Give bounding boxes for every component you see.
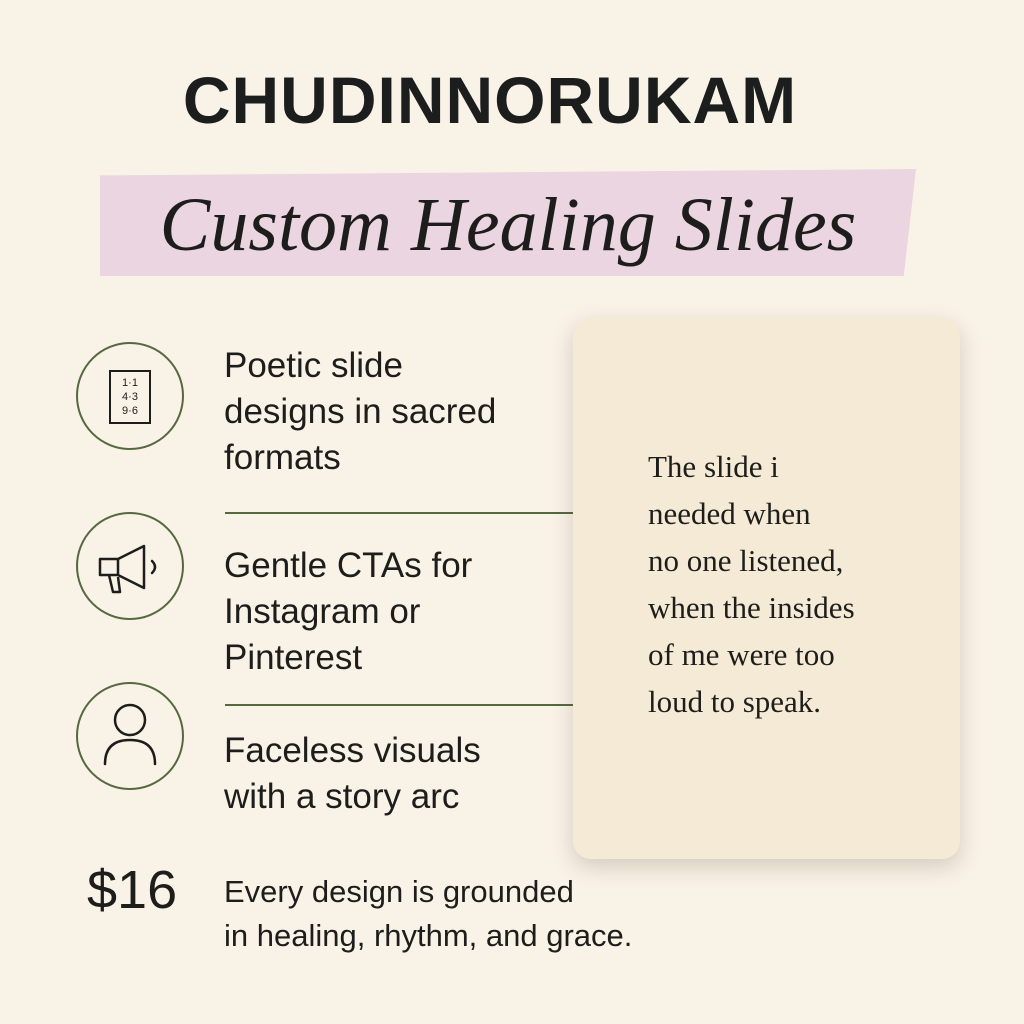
brand-title: CHUDINNORUKAM (182, 63, 798, 137)
feature-line: Pinterest (224, 638, 363, 677)
megaphone-icon (98, 544, 157, 594)
tagline: Every design is grounded in healing, rhy… (224, 870, 744, 958)
feature-icon-circle (76, 512, 184, 620)
tagline-line: in healing, rhythm, and grace. (224, 918, 633, 953)
feature-line: Instagram or (224, 592, 421, 631)
quote-text: The slide i needed when no one listened,… (648, 443, 938, 725)
feature-poetic-slides: Poetic slide designs in sacred formats (224, 343, 544, 481)
feature-line: Gentle CTAs for (224, 546, 473, 585)
feature-icon-circle: 1·1 4·3 9·6 (76, 342, 184, 450)
feature-line: with a story arc (224, 777, 460, 816)
feature-icon-circle (76, 682, 184, 790)
feature-line: Poetic slide (224, 346, 403, 385)
numbered-slide-icon: 1·1 4·3 9·6 (109, 370, 151, 424)
slide-icon-line-1: 1·1 (122, 377, 138, 389)
feature-divider (225, 704, 575, 706)
quote-line: no one listened, (648, 543, 844, 578)
quote-line: of me were too (648, 637, 835, 672)
person-icon (103, 703, 157, 766)
page-subtitle: Custom Healing Slides (159, 183, 857, 267)
quote-card: The slide i needed when no one listened,… (573, 318, 960, 859)
feature-line: designs in sacred (224, 392, 497, 431)
feature-faceless-visuals: Faceless visuals with a story arc (224, 728, 544, 820)
slide-icon-line-3: 9·6 (122, 405, 138, 417)
tagline-line: Every design is grounded (224, 874, 574, 909)
quote-line: loud to speak. (648, 684, 822, 719)
quote-line: The slide i (648, 449, 779, 484)
feature-line: Faceless visuals (224, 731, 481, 770)
feature-gentle-ctas: Gentle CTAs for Instagram or Pinterest (224, 543, 544, 681)
feature-divider (225, 512, 575, 514)
feature-line: formats (224, 438, 341, 477)
price: $16 (87, 860, 178, 920)
slide-icon-line-2: 4·3 (122, 391, 138, 403)
quote-line: when the insides (648, 590, 855, 625)
quote-line: needed when (648, 496, 811, 531)
subtitle-highlight (100, 169, 916, 276)
